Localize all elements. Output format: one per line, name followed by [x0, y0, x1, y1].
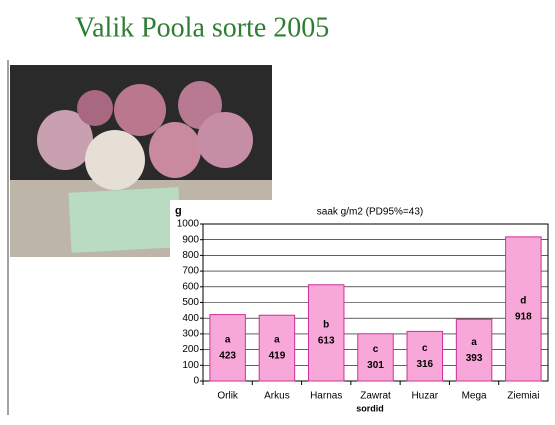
chart-title: saak g/m2 (PD95%=43)	[317, 207, 423, 218]
value-label: 316	[416, 359, 433, 370]
value-label: 613	[318, 336, 335, 347]
group-label: c	[422, 343, 428, 354]
group-label: d	[520, 296, 526, 307]
slide-title: Valik Poola sorte 2005	[75, 12, 329, 43]
group-label: c	[373, 344, 379, 355]
value-label: 423	[219, 350, 236, 361]
x-tick-label: Orlik	[217, 391, 239, 402]
garlic	[85, 130, 145, 190]
plot: 0 100 200 300 400 500 600 700 800 900 1000 Orlik a 42…	[177, 219, 549, 402]
y-tick-label: 100	[182, 360, 199, 371]
y-tick-label: 700	[182, 266, 199, 277]
bar	[357, 333, 394, 382]
x-tick-label: Ziemiai	[507, 391, 539, 402]
y-axis-label: g	[175, 205, 182, 217]
photo	[10, 65, 272, 257]
garlic	[114, 84, 166, 136]
value-label: 301	[367, 360, 384, 371]
bar	[505, 236, 542, 382]
value-label: 393	[466, 353, 483, 364]
garlic	[77, 90, 113, 126]
y-tick-label: 500	[182, 297, 199, 308]
x-axis-label: sordid	[356, 403, 384, 413]
y-tick-label: 400	[182, 313, 199, 324]
label-card	[68, 187, 182, 253]
group-label: b	[323, 320, 329, 331]
y-tick-label: 600	[182, 281, 199, 292]
bar	[455, 318, 493, 382]
garlic	[149, 122, 201, 178]
y-tick-label: 800	[182, 250, 199, 261]
y-tick-label: 200	[182, 344, 199, 355]
y-tick-label: 1000	[177, 219, 200, 230]
bar	[307, 284, 345, 382]
group-label: a	[471, 337, 477, 348]
group-label: a	[274, 335, 280, 346]
x-tick-label: Huzar	[411, 391, 438, 402]
x-tick-label: Mega	[462, 391, 487, 402]
garlic	[37, 110, 93, 170]
bar	[258, 314, 296, 382]
group-label: a	[225, 334, 231, 345]
y-tick-label: 0	[193, 376, 199, 387]
x-tick-label: Harnas	[310, 391, 342, 402]
value-label: 918	[515, 312, 532, 323]
value-label: 419	[269, 351, 286, 362]
garlic	[197, 112, 253, 168]
x-tick-label: Zawrat	[360, 391, 391, 402]
bar	[406, 330, 444, 382]
x-tick-label: Arkus	[264, 391, 290, 402]
y-tick-label: 900	[182, 234, 199, 245]
y-tick-label: 300	[182, 329, 199, 340]
bar	[209, 314, 246, 382]
